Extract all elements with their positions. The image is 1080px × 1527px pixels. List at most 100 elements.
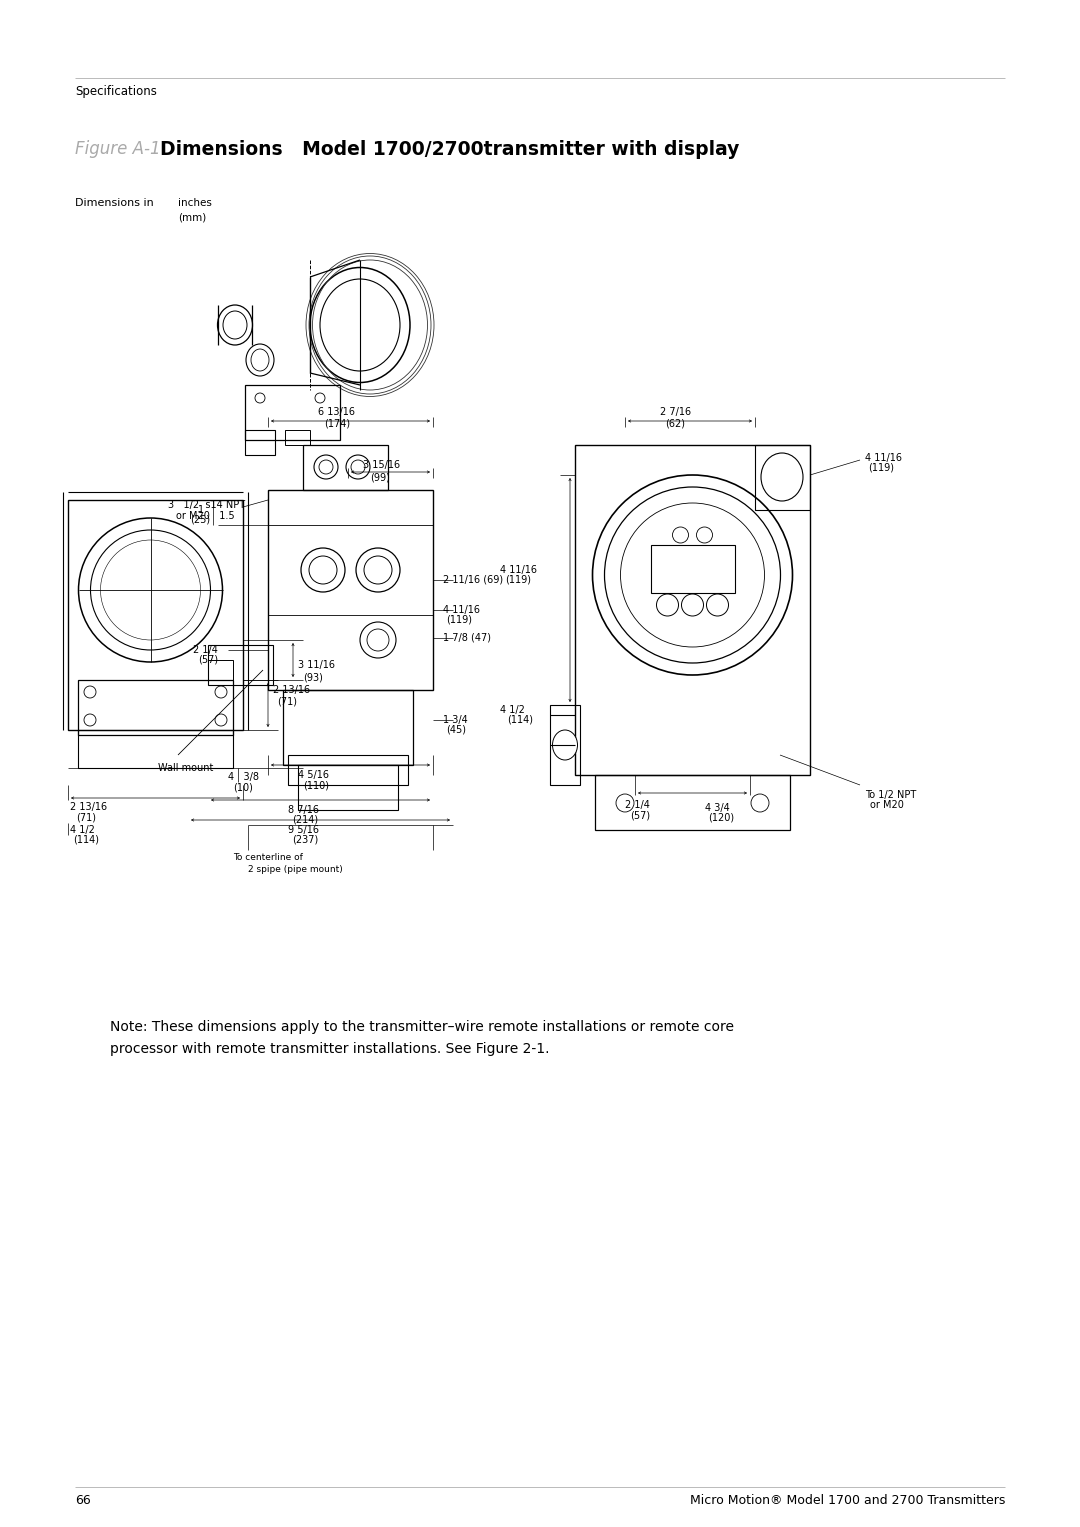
Circle shape [301,548,345,592]
Text: 1 7/8 (47): 1 7/8 (47) [443,634,491,643]
Bar [575,444,810,776]
Text: (214): (214) [292,815,319,825]
Circle shape [364,556,392,583]
Text: 3   1/2  s14 NPT: 3 1/2 s14 NPT [168,499,245,510]
Circle shape [215,715,227,725]
Text: 4 1/2: 4 1/2 [500,705,525,715]
Text: 4 11/16: 4 11/16 [443,605,480,615]
Bar [283,690,413,765]
Circle shape [356,548,400,592]
Circle shape [605,487,781,663]
Text: 8 7/16: 8 7/16 [288,805,319,815]
Circle shape [346,455,370,479]
Bar [78,680,233,734]
Text: inches: inches [178,199,212,208]
Text: 4 11/16: 4 11/16 [865,454,902,463]
Ellipse shape [222,312,247,339]
Text: 3 11/16: 3 11/16 [298,660,335,670]
Circle shape [314,455,338,479]
Bar [298,765,399,809]
Text: 9 5/16: 9 5/16 [288,825,319,835]
Text: (45): (45) [446,725,465,734]
Text: or M20: or M20 [870,800,904,809]
Text: 1 3/4: 1 3/4 [443,715,468,725]
Text: (99): (99) [370,472,390,483]
Circle shape [319,460,333,473]
Text: (62): (62) [665,418,685,429]
Bar [268,490,433,690]
Circle shape [84,715,96,725]
Circle shape [100,541,201,640]
Circle shape [84,686,96,698]
Circle shape [657,594,678,615]
Ellipse shape [251,350,269,371]
Text: 2 1/4: 2 1/4 [625,800,650,809]
Text: (114): (114) [507,715,534,725]
Bar [68,499,243,730]
Bar [550,705,580,785]
Text: Specifications: Specifications [75,86,157,98]
Text: 66: 66 [75,1493,91,1507]
Text: 4 11/16: 4 11/16 [500,565,537,576]
Text: (119): (119) [868,463,894,473]
Bar [245,431,275,455]
Text: 4 5/16: 4 5/16 [298,770,329,780]
Text: (25): (25) [190,515,211,525]
Circle shape [360,621,396,658]
Circle shape [697,527,713,544]
Bar [288,754,408,785]
Bar [650,545,734,592]
Text: 2 1/4: 2 1/4 [193,644,218,655]
Text: 1: 1 [198,505,204,515]
Circle shape [751,794,769,812]
Text: (71): (71) [76,812,96,822]
Circle shape [351,460,365,473]
Text: (110): (110) [303,780,329,789]
Bar [755,444,810,510]
Circle shape [91,530,211,651]
Text: Wall mount: Wall mount [158,764,214,773]
Text: Dimensions in: Dimensions in [75,199,153,208]
Text: 3 15/16: 3 15/16 [363,460,400,470]
Circle shape [255,392,265,403]
Text: or M20   1.5: or M20 1.5 [176,512,234,521]
Ellipse shape [217,305,253,345]
Bar [245,385,340,440]
Bar [78,730,233,768]
Text: 2 7/16: 2 7/16 [660,408,691,417]
Circle shape [706,594,729,615]
Ellipse shape [246,344,274,376]
Ellipse shape [553,730,578,760]
Circle shape [315,392,325,403]
Text: To centerline of: To centerline of [233,854,302,863]
Text: Micro Motion® Model 1700 and 2700 Transmitters: Micro Motion® Model 1700 and 2700 Transm… [690,1493,1005,1507]
Text: Figure A-1: Figure A-1 [75,140,161,157]
Circle shape [79,518,222,663]
Text: 2 spipe (pipe mount): 2 spipe (pipe mount) [248,864,342,873]
Bar [285,431,310,444]
Circle shape [215,686,227,698]
Text: (114): (114) [73,835,99,844]
Bar [595,776,789,831]
Circle shape [593,475,793,675]
Circle shape [673,527,689,544]
Text: (10): (10) [233,782,253,793]
Circle shape [367,629,389,651]
Text: (119): (119) [505,576,531,585]
Circle shape [309,556,337,583]
Ellipse shape [310,267,410,382]
Text: (71): (71) [276,696,297,707]
Ellipse shape [320,279,400,371]
Text: 2 13/16: 2 13/16 [70,802,107,812]
Text: 2 11/16 (69): 2 11/16 (69) [443,576,503,585]
Text: Dimensions   Model 1700/2700transmitter with display: Dimensions Model 1700/2700transmitter wi… [160,140,740,159]
Text: (57): (57) [198,655,218,664]
Text: (237): (237) [292,835,319,844]
Text: processor with remote transmitter installations. See Figure 2-1.: processor with remote transmitter instal… [110,1041,550,1057]
Text: (mm): (mm) [178,212,206,221]
Text: Note: These dimensions apply to the transmitter–wire remote installations or rem: Note: These dimensions apply to the tran… [110,1020,734,1034]
Text: (57): (57) [630,809,650,820]
Text: 4 1/2: 4 1/2 [70,825,95,835]
Circle shape [621,502,765,647]
Text: (119): (119) [446,615,472,625]
